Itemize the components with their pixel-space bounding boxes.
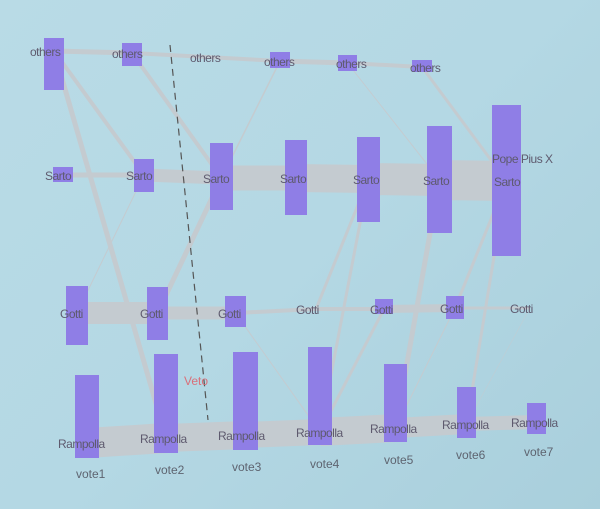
- link-band: [86, 423, 167, 458]
- node-label: Sarto: [353, 173, 380, 187]
- node-label: others: [410, 61, 441, 75]
- link-band: [131, 51, 281, 63]
- veto-annotation: Veto: [184, 374, 208, 388]
- node-label: Sarto: [423, 174, 450, 188]
- node-sarto-vote2: [134, 159, 154, 192]
- node-sarto-vote4: [285, 140, 307, 215]
- node-sarto-vote7: [492, 105, 521, 256]
- winner-label: Pope Pius X: [492, 152, 553, 166]
- node-label: Gotti: [440, 302, 463, 316]
- node-label: Rampolla: [140, 432, 188, 446]
- node-rampolla-vote2: [154, 354, 178, 453]
- node-label: Gotti: [296, 303, 319, 317]
- node-label: Gotti: [370, 303, 393, 317]
- link-band: [165, 421, 247, 452]
- node-label: others: [30, 45, 61, 59]
- link-flow: [52, 49, 146, 177]
- link-flow: [235, 312, 321, 433]
- link-flow: [347, 62, 440, 181]
- node-rampolla-vote7: [527, 403, 546, 434]
- column-label-vote7: vote7: [524, 445, 554, 459]
- node-others-vote4: [270, 52, 290, 68]
- node-label: Rampolla: [58, 437, 106, 451]
- column-label-vote4: vote4: [310, 457, 340, 471]
- node-label: others: [264, 55, 295, 69]
- node-label: Sarto: [126, 169, 153, 183]
- link-flow: [466, 307, 531, 425]
- link-band: [279, 58, 348, 66]
- node-label: Sarto: [494, 175, 521, 189]
- node-others-vote2: [122, 43, 142, 66]
- link-band: [295, 164, 369, 193]
- node-gotti-vote6: [446, 296, 464, 319]
- link-band: [466, 415, 537, 431]
- node-label: Rampolla: [370, 422, 418, 436]
- node-label: Gotti: [60, 307, 83, 321]
- node-rampolla-vote4: [308, 347, 332, 445]
- column-label-vote3: vote3: [232, 460, 262, 474]
- link-band: [235, 307, 317, 315]
- column-label-vote1: vote1: [76, 467, 106, 481]
- node-label: Rampolla: [218, 429, 266, 443]
- node-rampolla-vote6: [457, 387, 476, 438]
- link-flow: [130, 51, 224, 180]
- link-band: [347, 61, 423, 69]
- node-label: others: [112, 47, 143, 61]
- node-rampolla-vote1: [75, 375, 99, 458]
- node-gotti-vote2: [147, 287, 168, 340]
- node-label: Sarto: [45, 169, 72, 183]
- node-label: others: [336, 57, 367, 71]
- node-sarto-vote3: [210, 143, 233, 210]
- node-sarto-vote6: [427, 126, 452, 233]
- node-rampolla-vote3: [233, 352, 258, 450]
- node-label: Gotti: [140, 307, 163, 321]
- node-others-vote6: [412, 60, 432, 72]
- veto-dashed-line: [169, 44, 209, 421]
- node-gotti-vote3: [225, 296, 246, 327]
- labels: others others others others others others Sart…: [30, 45, 559, 481]
- column-label-vote6: vote6: [456, 448, 486, 462]
- column-label-vote5: vote5: [384, 453, 414, 467]
- node-sarto-vote1: [53, 167, 73, 182]
- node-sarto-vote5: [357, 137, 380, 222]
- node-label: Rampolla: [296, 426, 344, 440]
- nodes: [44, 38, 546, 458]
- node-label: others: [190, 51, 221, 65]
- node-gotti-vote1: [66, 286, 88, 345]
- node-rampolla-vote5: [384, 364, 407, 442]
- link-band: [383, 304, 456, 313]
- column-label-vote2: vote2: [155, 463, 185, 477]
- node-label: Gotti: [218, 307, 241, 321]
- link-band: [53, 48, 133, 56]
- node-gotti-vote5: [375, 299, 393, 314]
- links: [51, 48, 537, 458]
- link-flow: [76, 174, 145, 314]
- node-others-vote1: [44, 38, 64, 90]
- node-others-vote5: [338, 55, 357, 71]
- node-label: Gotti: [510, 302, 533, 316]
- node-label: Rampolla: [511, 416, 559, 430]
- link-band: [319, 414, 397, 446]
- link-band: [394, 414, 468, 438]
- node-label: Sarto: [280, 172, 307, 186]
- node-label: Rampolla: [442, 418, 490, 432]
- node-label: Sarto: [203, 172, 230, 186]
